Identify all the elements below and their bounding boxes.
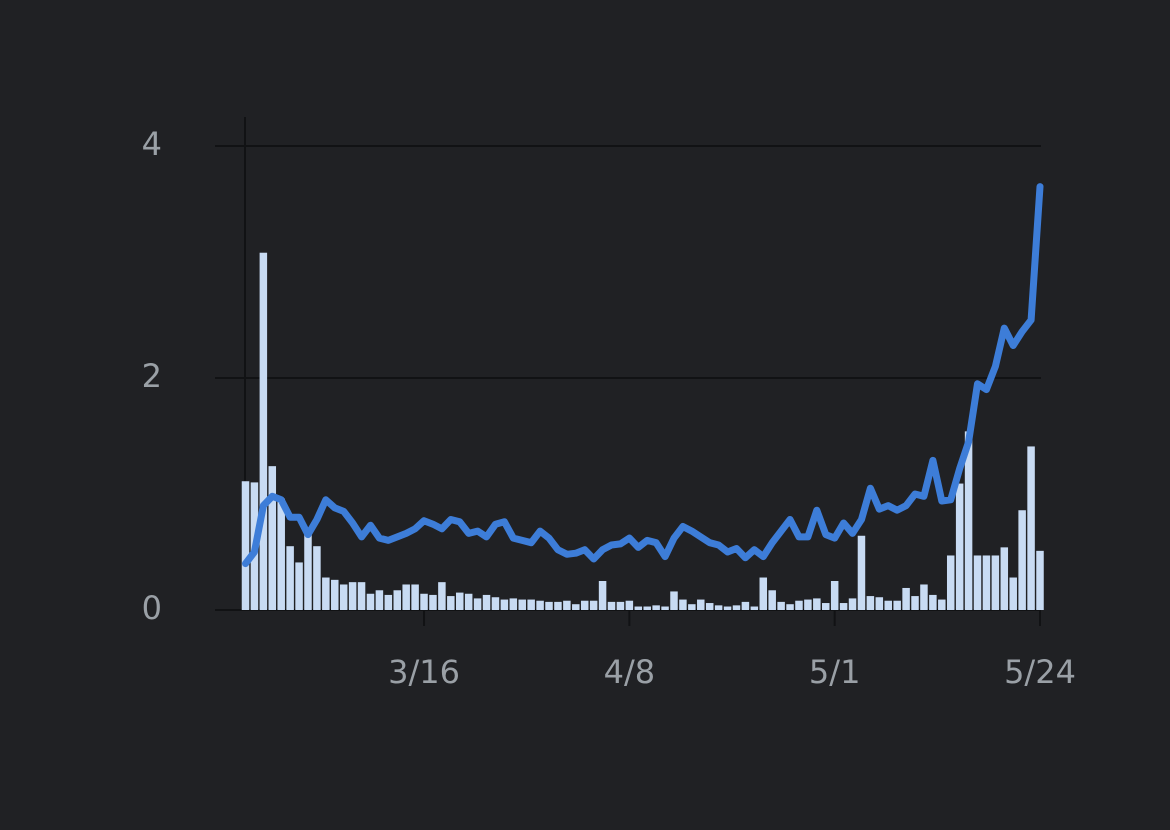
bar	[518, 599, 526, 610]
bar	[313, 546, 321, 610]
bar	[572, 604, 580, 610]
y-tick-label: 0	[142, 589, 162, 627]
bar	[241, 481, 250, 610]
bar	[304, 529, 312, 610]
bar	[295, 562, 303, 610]
bar	[616, 601, 625, 610]
bar	[759, 577, 768, 610]
bar	[723, 606, 732, 610]
bar	[822, 603, 830, 610]
bar	[357, 582, 366, 610]
bar	[732, 605, 741, 610]
bar	[1027, 446, 1035, 610]
bar	[982, 555, 991, 610]
bar	[348, 582, 357, 610]
bar	[286, 546, 294, 610]
bar	[429, 594, 437, 610]
bar	[277, 498, 285, 610]
bar	[598, 581, 607, 610]
bar	[857, 535, 866, 610]
bar	[464, 593, 473, 610]
bar	[938, 599, 946, 610]
bar	[607, 601, 616, 610]
bar	[839, 603, 848, 610]
bar	[697, 599, 705, 610]
bar	[973, 555, 982, 610]
bar	[384, 594, 393, 610]
bar	[795, 600, 803, 610]
bar	[830, 581, 839, 610]
bar	[580, 600, 589, 610]
bar	[527, 599, 535, 610]
bar	[875, 597, 884, 610]
x-tick-label: 3/16	[388, 653, 460, 691]
bar	[893, 600, 901, 610]
bar	[768, 590, 776, 610]
bar	[634, 606, 643, 610]
bar	[509, 598, 518, 610]
bar	[491, 597, 500, 610]
bar	[1009, 577, 1017, 610]
bar	[750, 606, 759, 610]
bar	[438, 582, 446, 610]
bar	[920, 584, 928, 610]
bar	[777, 601, 785, 610]
bar	[482, 594, 491, 610]
bar	[455, 592, 464, 610]
bar	[331, 579, 339, 610]
y-tick-label: 2	[142, 357, 162, 395]
bar	[411, 584, 419, 610]
bar	[473, 598, 482, 610]
bar	[848, 598, 857, 610]
bar	[688, 604, 696, 610]
bar	[1018, 510, 1026, 610]
bar	[652, 605, 660, 610]
bar	[402, 584, 410, 610]
bar	[322, 577, 330, 610]
bar	[679, 599, 687, 610]
bar	[929, 594, 937, 610]
bar	[545, 601, 553, 610]
line	[242, 183, 1044, 568]
bar	[964, 431, 973, 610]
bar	[339, 584, 348, 610]
bar	[705, 603, 714, 610]
bar	[670, 591, 678, 610]
x-tick-label: 4/8	[604, 653, 656, 691]
bar	[366, 593, 375, 610]
bar	[946, 555, 955, 610]
bar	[259, 252, 268, 610]
x-tick-label: 5/24	[1004, 653, 1076, 691]
bar	[955, 483, 964, 610]
bar	[268, 466, 277, 610]
bar	[554, 601, 562, 610]
bar	[804, 599, 812, 610]
bar	[661, 606, 669, 610]
bar	[589, 600, 598, 610]
x-tick-label: 5/1	[809, 653, 861, 691]
bar	[1036, 550, 1044, 610]
bar	[786, 604, 794, 610]
bar	[991, 555, 1000, 610]
bar	[420, 593, 428, 610]
bar	[563, 600, 571, 610]
bar	[714, 605, 723, 610]
bar	[741, 601, 750, 610]
bar	[536, 600, 544, 610]
bar	[1000, 547, 1009, 610]
bar	[813, 598, 821, 610]
bar	[447, 596, 455, 610]
bar	[911, 596, 919, 610]
bar	[884, 600, 892, 610]
bar	[375, 590, 384, 610]
bar	[393, 590, 402, 610]
y-tick-label: 4	[142, 125, 162, 163]
bar	[500, 599, 509, 610]
bar	[866, 596, 875, 610]
bar	[625, 600, 634, 610]
bar	[643, 606, 651, 610]
bar	[902, 587, 910, 610]
